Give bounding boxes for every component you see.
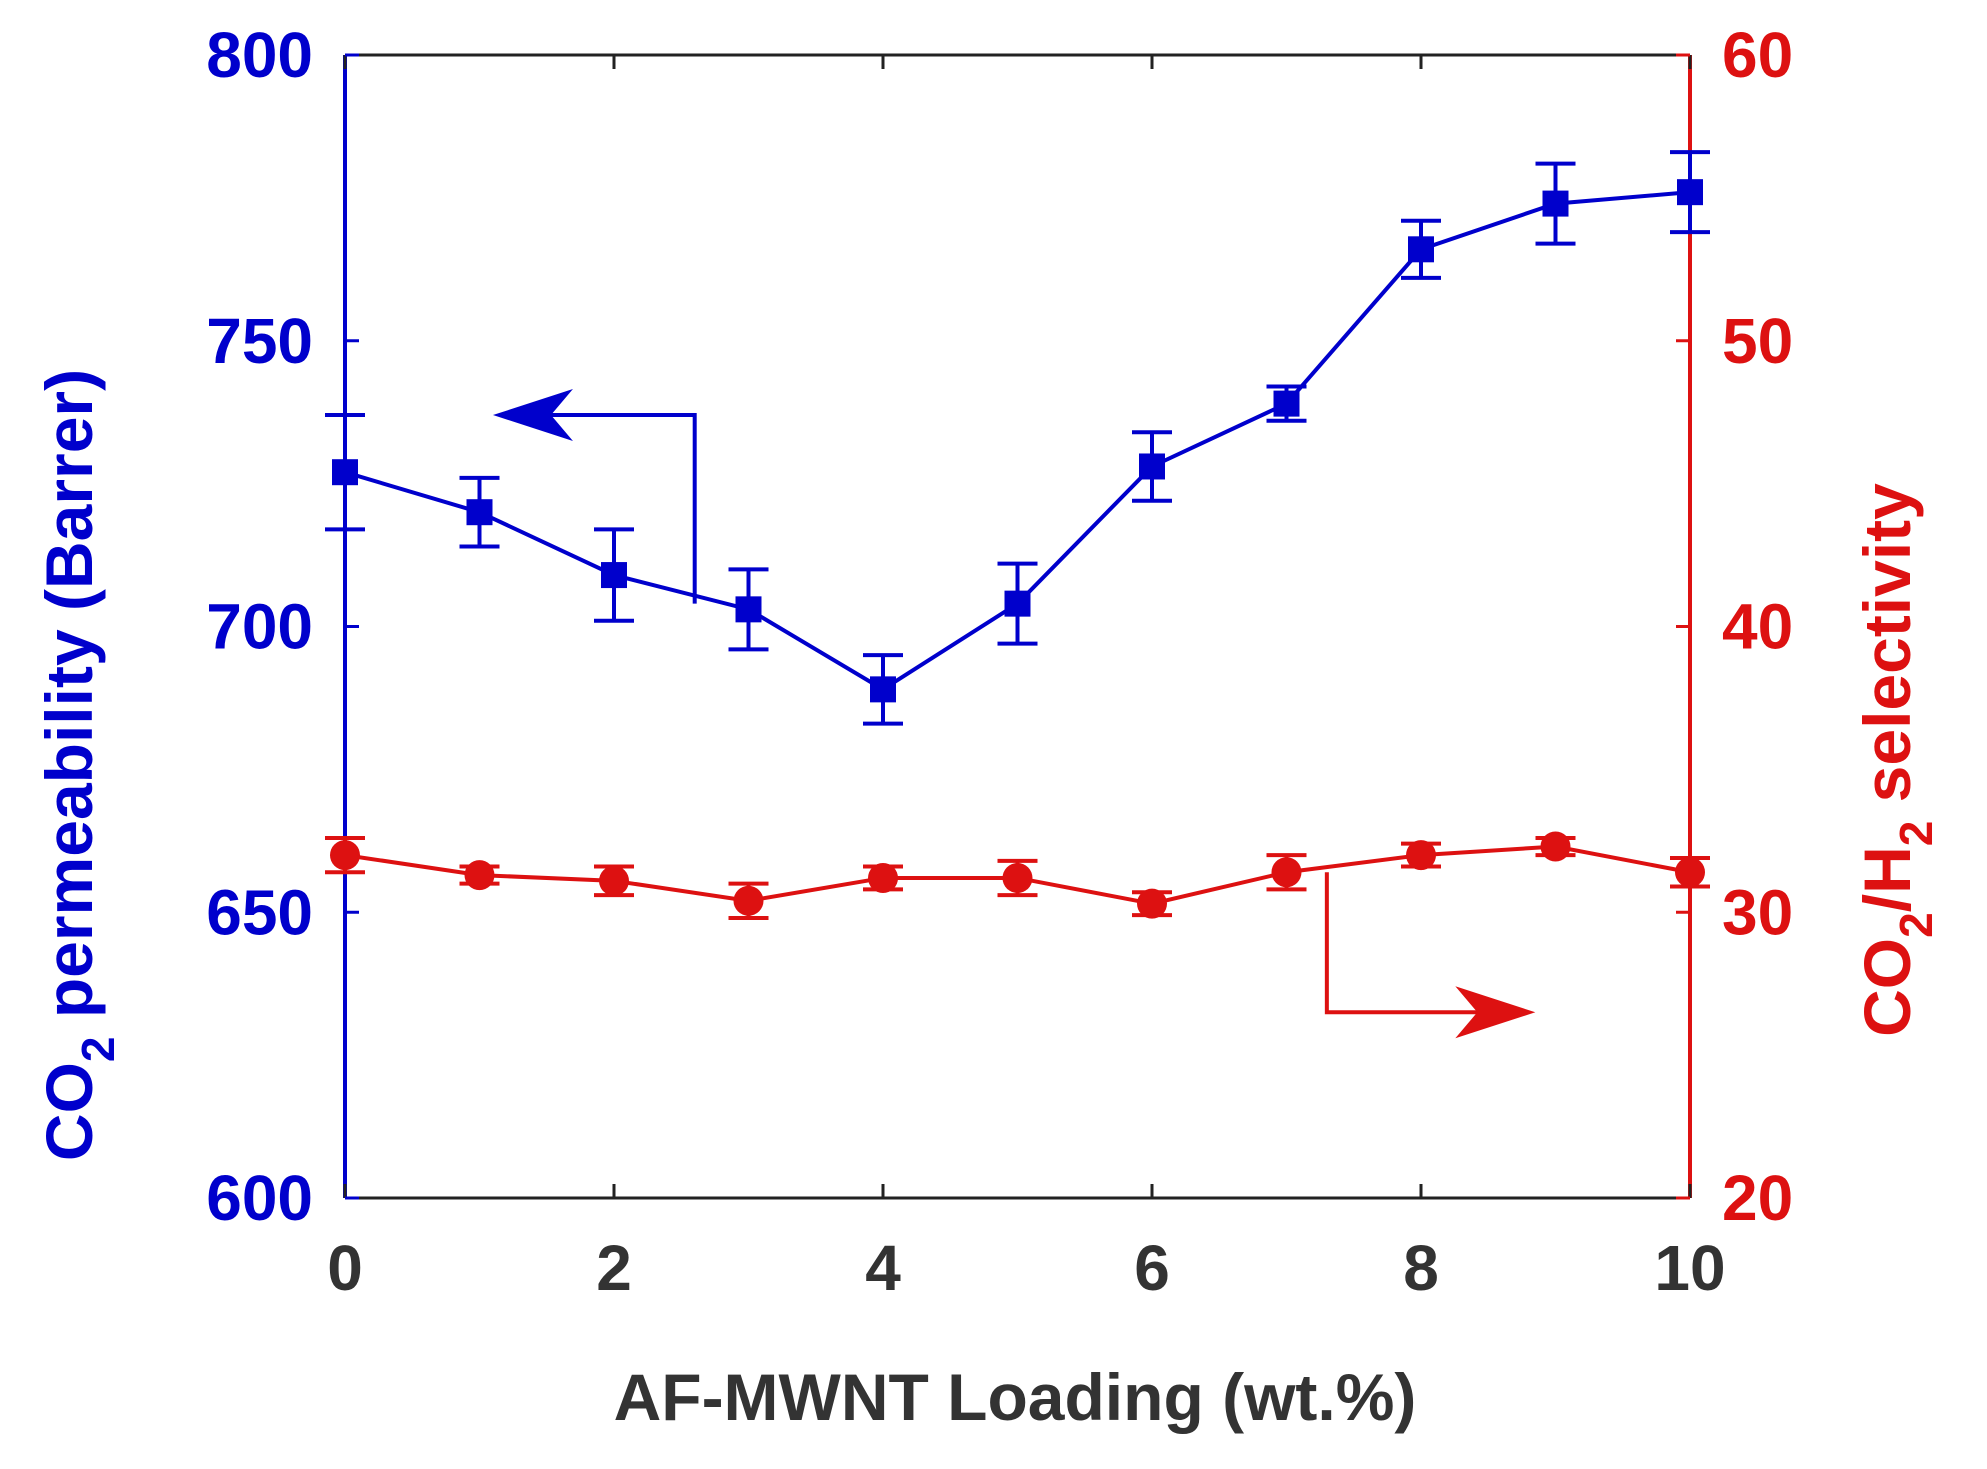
right-y-tick-label: 30: [1722, 876, 1793, 948]
permeability-point: [1139, 453, 1165, 480]
right-y-tick-label: 20: [1722, 1162, 1793, 1234]
permeability-point: [1273, 390, 1300, 417]
permeability-point: [1004, 590, 1031, 617]
x-tick-label: 8: [1403, 1232, 1439, 1304]
selectivity-point: [1406, 840, 1436, 871]
selectivity-point: [733, 885, 764, 916]
right-axis-arrow-head: [1455, 986, 1536, 1039]
selectivity-point: [1540, 831, 1571, 862]
left-axis-title-co: CO: [32, 1062, 106, 1161]
right-axis-title-rest: selectivity: [1850, 483, 1924, 821]
selectivity-point: [464, 860, 495, 891]
left-y-tick-label: 700: [206, 591, 313, 663]
right-axis-arrow-line: [1324, 872, 1506, 1015]
left-axis-arrow-head: [492, 389, 573, 442]
x-tick-label: 4: [865, 1232, 901, 1304]
plot-frame-layer: [343, 53, 1692, 1200]
right-y-tick-label: 50: [1722, 305, 1793, 377]
left-axis-title-sub: 2: [72, 1036, 124, 1062]
right-y-tick-label: 40: [1722, 591, 1793, 663]
right-y-tick-label: 60: [1722, 19, 1793, 91]
selectivity-point: [868, 862, 898, 893]
right-axis-title-sub1: 2: [1890, 912, 1942, 938]
selectivity-point: [599, 865, 629, 896]
left-y-tick-label: 600: [206, 1162, 313, 1234]
x-tick-label: 2: [596, 1232, 632, 1304]
x-axis-title: AF-MWNT Loading (wt.%): [614, 1360, 1417, 1434]
left-axis-title-rest: permeability (Barrer): [32, 369, 106, 1037]
permeability-point: [466, 499, 493, 526]
permeability-point: [1408, 236, 1434, 263]
left-y-tick-label: 800: [206, 19, 313, 91]
right-axis-title: CO2/H2 selectivity: [1850, 483, 1942, 1037]
permeability-point: [1677, 179, 1703, 206]
tick-label-layer: 0 2 4 6 8 10 600 650 700 750 800 20 30 40 50 60: [206, 19, 1793, 1304]
permeability-point: [870, 676, 896, 703]
right-axis-title-h: /H: [1850, 846, 1924, 912]
selectivity-point: [1002, 862, 1033, 893]
selectivity-point: [1675, 857, 1705, 888]
selectivity-point: [1271, 857, 1302, 888]
selectivity-point: [330, 840, 360, 871]
selectivity-point: [1137, 888, 1167, 919]
right-axis-title-co: CO: [1850, 938, 1924, 1037]
permeability-point: [735, 596, 762, 623]
permeability-point: [1542, 190, 1569, 217]
x-tick-label: 0: [327, 1232, 363, 1304]
x-tick-label: 10: [1654, 1232, 1725, 1304]
left-y-tick-label: 650: [206, 876, 313, 948]
right-axis-title-sub2: 2: [1890, 821, 1942, 847]
permeability-point: [332, 459, 358, 486]
permeability-point: [601, 562, 627, 589]
left-axis-arrow-line: [522, 413, 697, 604]
left-axis-title: CO2 permeability (Barrer): [32, 369, 124, 1161]
x-tick-label: 6: [1134, 1232, 1170, 1304]
left-y-tick-label: 750: [206, 305, 313, 377]
series-layer: [325, 150, 1710, 1039]
